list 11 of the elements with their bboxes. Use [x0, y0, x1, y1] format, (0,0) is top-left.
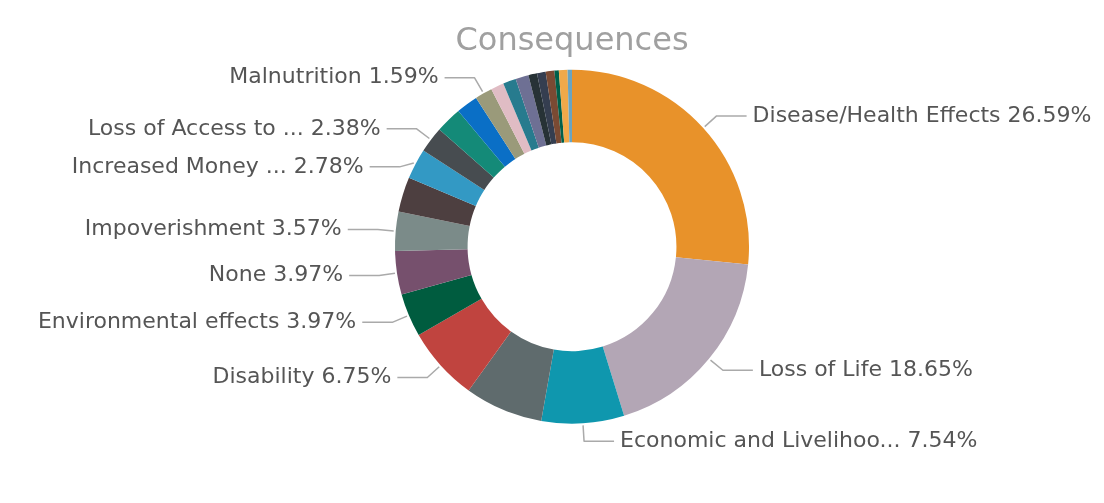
slice-label: Impoverishment 3.57%: [84, 215, 342, 241]
slice-label: Environmental effects 3.97%: [37, 308, 357, 334]
slice-label: Increased Money ... 2.78%: [71, 152, 364, 178]
slice-label: None 3.97%: [208, 261, 344, 287]
slice-label: Loss of Life 18.65%: [758, 355, 973, 381]
slice-label: Disability 6.75%: [212, 363, 392, 389]
slice-label: Malnutrition 1.59%: [229, 63, 439, 89]
slice-label: Economic and Livelihoo... 7.54%: [620, 427, 978, 453]
slice-label: Loss of Access to ... 2.38%: [87, 114, 381, 140]
slice-label: Disease/Health Effects 26.59%: [752, 101, 1092, 127]
chart-title: Consequences: [455, 19, 689, 58]
